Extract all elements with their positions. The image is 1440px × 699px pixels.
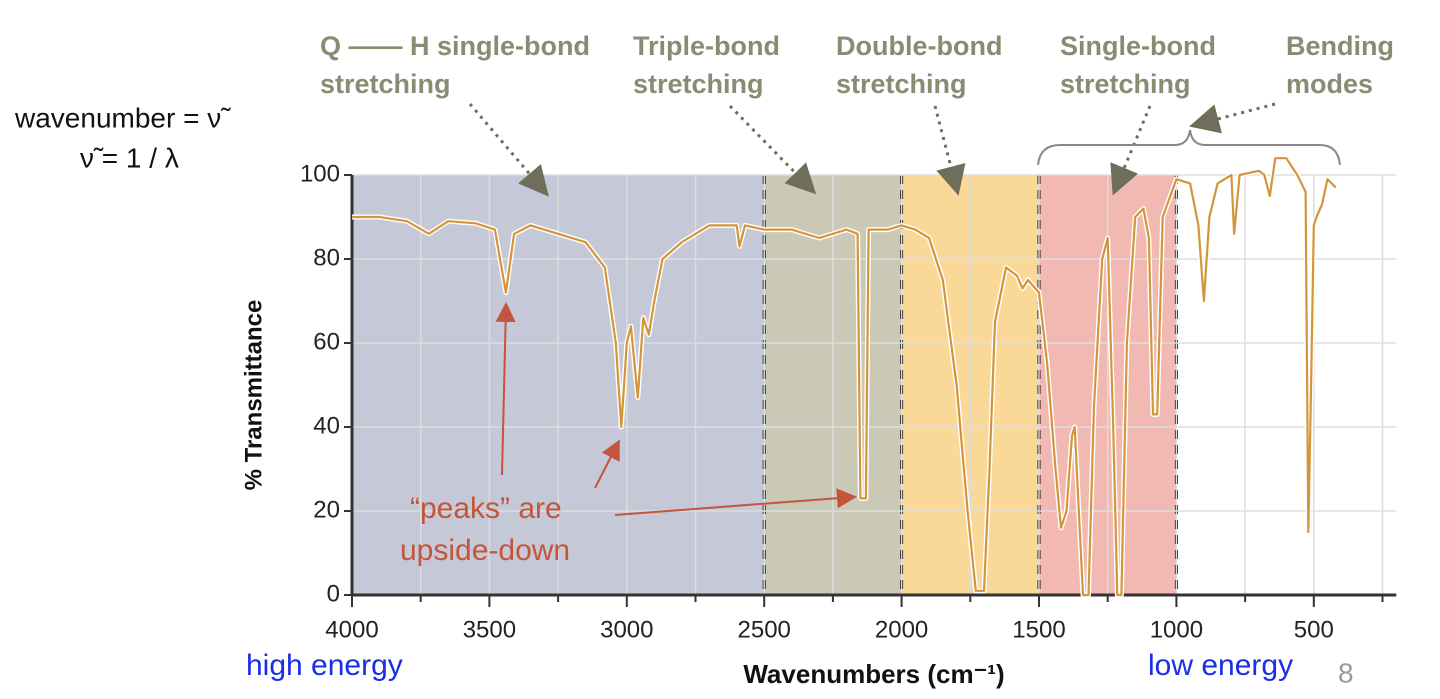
formula: wavenumber = ν̃ — [14, 102, 231, 133]
bending-label: modes — [1286, 69, 1373, 99]
x-tick-label: 2000 — [875, 616, 928, 643]
x-tick-label: 4000 — [325, 616, 378, 643]
plot: 0 20 40 60 80 100 4000 3500 3000 2500 2000 1500 1000… — [300, 155, 1397, 643]
annotation-arrows — [468, 102, 1276, 197]
x-tick-label: 1000 — [1150, 616, 1203, 643]
x-tick-label: 500 — [1294, 616, 1334, 643]
peaks-note: “peaks” are — [410, 492, 562, 525]
y-tick-label: 40 — [313, 412, 340, 439]
energy-label: low energy — [1148, 649, 1293, 682]
region-label: stretching — [1060, 69, 1191, 99]
region-label: Single-bond — [1060, 31, 1216, 61]
region-label: Q —— H single-bond — [320, 31, 590, 61]
y-tick-label: 80 — [313, 244, 340, 271]
x-axis-label: Wavenumbers (cm⁻¹) — [743, 659, 1004, 689]
x-tick-label: 1500 — [1012, 616, 1065, 643]
page-number: 8 — [1338, 657, 1354, 688]
region-label: stretching — [633, 69, 764, 99]
y-tick-label: 20 — [313, 496, 340, 523]
region-label: stretching — [836, 69, 967, 99]
grid — [351, 174, 1397, 596]
y-tick-label: 0 — [327, 580, 340, 607]
region-label: Double-bond — [836, 31, 1002, 61]
peaks-arrows — [495, 302, 857, 516]
x-tick-label: 3000 — [600, 616, 653, 643]
bending-label: Bending — [1286, 31, 1394, 61]
region-label: Triple-bond — [633, 31, 780, 61]
peaks-note: upside-down — [400, 534, 570, 567]
region-label: stretching — [320, 69, 451, 99]
x-tick-label: 2500 — [738, 616, 791, 643]
y-tick-label: 60 — [313, 328, 340, 355]
bending-brace — [1037, 129, 1341, 166]
spectrum-line — [352, 157, 1337, 597]
y-axis-label: % Transmittance — [240, 300, 267, 491]
energy-label: high energy — [246, 649, 403, 682]
formula: ν̃ = 1 / λ — [80, 142, 179, 173]
x-tick-label: 3500 — [463, 616, 516, 643]
y-tick-label: 100 — [300, 160, 340, 187]
